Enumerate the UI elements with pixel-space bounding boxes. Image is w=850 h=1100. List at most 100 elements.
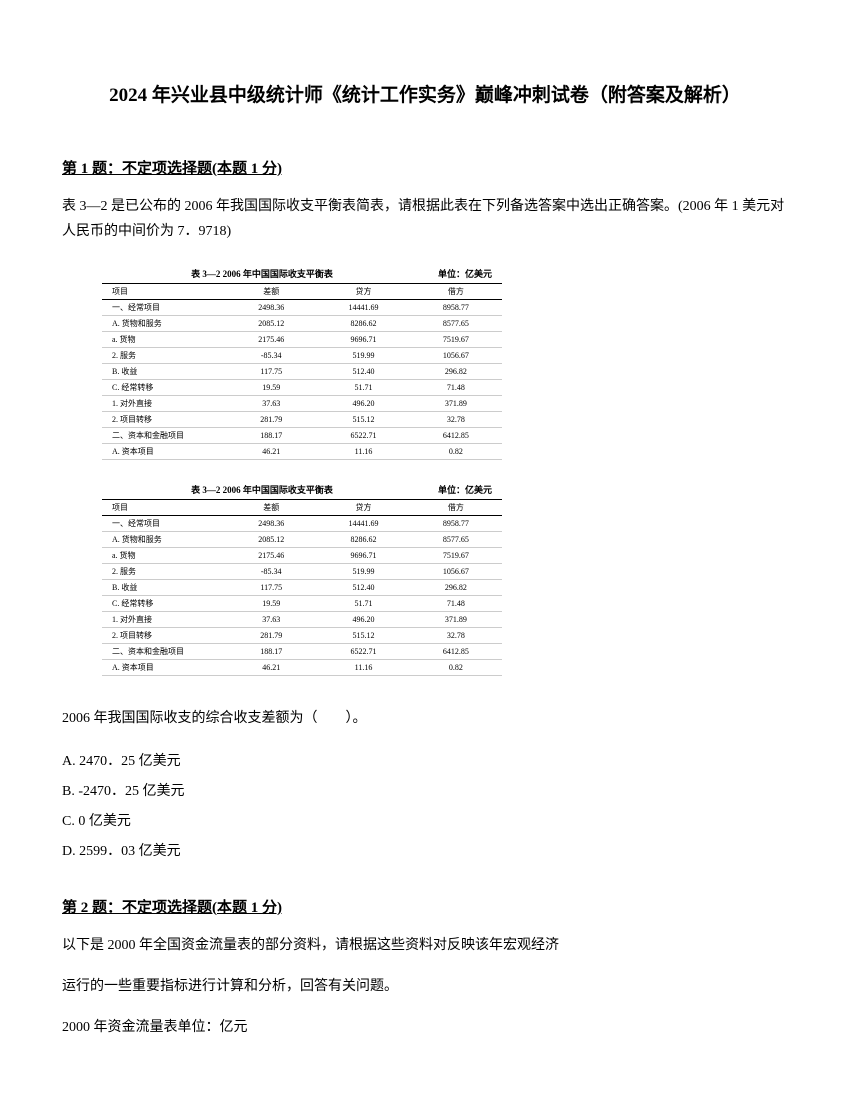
row-value: 496.20 <box>317 612 409 628</box>
row-value: 2498.36 <box>225 300 317 316</box>
row-value: 71.48 <box>410 380 502 396</box>
row-value: 6522.71 <box>317 644 409 660</box>
row-label: 一、经常项目 <box>102 516 225 532</box>
row-value: 19.59 <box>225 380 317 396</box>
row-value: 11.16 <box>317 444 409 460</box>
question-2-section: 第 2 题：不定项选择题(本题 1 分) 以下是 2000 年全国资金流量表的部… <box>62 896 788 1041</box>
table-row: 二、资本和金融项目188.176522.716412.85 <box>102 644 502 660</box>
document-title: 2024 年兴业县中级统计师《统计工作实务》巅峰冲刺试卷（附答案及解析） <box>62 80 788 107</box>
row-label: 1. 对外直接 <box>102 396 225 412</box>
row-value: 188.17 <box>225 644 317 660</box>
row-value: 6412.85 <box>410 644 502 660</box>
table2-col-2: 差额 <box>225 500 317 516</box>
row-value: 2085.12 <box>225 316 317 332</box>
table-row: 一、经常项目2498.3614441.698958.77 <box>102 300 502 316</box>
table-row: A. 资本项目46.2111.160.82 <box>102 660 502 676</box>
row-value: 46.21 <box>225 660 317 676</box>
row-value: 512.40 <box>317 580 409 596</box>
row-label: a. 货物 <box>102 548 225 564</box>
row-value: 296.82 <box>410 364 502 380</box>
row-label: 2. 项目转移 <box>102 628 225 644</box>
row-value: 0.82 <box>410 444 502 460</box>
row-value: 8286.62 <box>317 316 409 332</box>
question-2-header: 第 2 题：不定项选择题(本题 1 分) <box>62 896 788 917</box>
row-value: 8958.77 <box>410 300 502 316</box>
row-value: 7519.67 <box>410 548 502 564</box>
row-value: 188.17 <box>225 428 317 444</box>
row-value: 281.79 <box>225 412 317 428</box>
row-label: a. 货物 <box>102 332 225 348</box>
option-a: A. 2470．25 亿美元 <box>62 748 788 776</box>
table-row: A. 货物和服务2085.128286.628577.65 <box>102 316 502 332</box>
option-b: B. -2470．25 亿美元 <box>62 778 788 806</box>
row-value: 6522.71 <box>317 428 409 444</box>
row-label: A. 货物和服务 <box>102 316 225 332</box>
table-row: 二、资本和金融项目188.176522.716412.85 <box>102 428 502 444</box>
table-row: 1. 对外直接37.63496.20371.89 <box>102 396 502 412</box>
data-table-1: 项目 差额 贷方 借方 一、经常项目2498.3614441.698958.77… <box>102 283 502 460</box>
question-1-options: A. 2470．25 亿美元 B. -2470．25 亿美元 C. 0 亿美元 … <box>62 748 788 866</box>
row-value: 6412.85 <box>410 428 502 444</box>
row-value: 0.82 <box>410 660 502 676</box>
option-d: D. 2599．03 亿美元 <box>62 838 788 866</box>
table-row: 2. 项目转移281.79515.1232.78 <box>102 628 502 644</box>
row-value: 37.63 <box>225 396 317 412</box>
table-2-title: 表 3—2 2006 年中国国际收支平衡表 <box>102 483 422 496</box>
question-1-prompt: 2006 年我国国际收支的综合收支差额为（ ）。 <box>62 706 788 731</box>
row-value: 51.71 <box>317 380 409 396</box>
row-value: 8577.65 <box>410 316 502 332</box>
row-value: 117.75 <box>225 364 317 380</box>
row-value: 8577.65 <box>410 532 502 548</box>
row-value: 1056.67 <box>410 564 502 580</box>
row-value: 32.78 <box>410 628 502 644</box>
row-value: 46.21 <box>225 444 317 460</box>
question-1-section: 第 1 题：不定项选择题(本题 1 分) 表 3—2 是已公布的 2006 年我… <box>62 157 788 866</box>
table-col-3: 贷方 <box>317 284 409 300</box>
row-value: 496.20 <box>317 396 409 412</box>
table-row: 一、经常项目2498.3614441.698958.77 <box>102 516 502 532</box>
row-label: A. 货物和服务 <box>102 532 225 548</box>
table-row: a. 货物2175.469696.717519.67 <box>102 548 502 564</box>
row-value: 281.79 <box>225 628 317 644</box>
table-row: A. 资本项目46.2111.160.82 <box>102 444 502 460</box>
table-1: 表 3—2 2006 年中国国际收支平衡表 单位：亿美元 项目 差额 贷方 借方… <box>102 264 502 460</box>
table-row: 2. 服务-85.34519.991056.67 <box>102 348 502 364</box>
row-value: 2175.46 <box>225 332 317 348</box>
row-value: 371.89 <box>410 396 502 412</box>
table-row: 2. 项目转移281.79515.1232.78 <box>102 412 502 428</box>
row-label: 一、经常项目 <box>102 300 225 316</box>
row-value: 2175.46 <box>225 548 317 564</box>
row-value: 296.82 <box>410 580 502 596</box>
table-row: B. 收益117.75512.40296.82 <box>102 580 502 596</box>
row-label: A. 资本项目 <box>102 660 225 676</box>
row-label: 2. 服务 <box>102 348 225 364</box>
row-value: 2498.36 <box>225 516 317 532</box>
question-1-header: 第 1 题：不定项选择题(本题 1 分) <box>62 157 788 178</box>
row-value: 1056.67 <box>410 348 502 364</box>
row-label: 1. 对外直接 <box>102 612 225 628</box>
row-label: C. 经常转移 <box>102 596 225 612</box>
row-value: 9696.71 <box>317 332 409 348</box>
row-value: 14441.69 <box>317 516 409 532</box>
row-label: A. 资本项目 <box>102 444 225 460</box>
row-value: 9696.71 <box>317 548 409 564</box>
table-row: A. 货物和服务2085.128286.628577.65 <box>102 532 502 548</box>
row-label: 2. 项目转移 <box>102 412 225 428</box>
table-1-unit: 单位：亿美元 <box>422 267 502 280</box>
table-2-unit: 单位：亿美元 <box>422 483 502 496</box>
row-value: 515.12 <box>317 412 409 428</box>
row-value: 515.12 <box>317 628 409 644</box>
row-value: 117.75 <box>225 580 317 596</box>
row-value: 71.48 <box>410 596 502 612</box>
table-row: B. 收益117.75512.40296.82 <box>102 364 502 380</box>
table2-col-3: 贷方 <box>317 500 409 516</box>
row-value: 11.16 <box>317 660 409 676</box>
row-value: 371.89 <box>410 612 502 628</box>
row-value: 512.40 <box>317 364 409 380</box>
table-col-4: 借方 <box>410 284 502 300</box>
question-2-line2: 运行的一些重要指标进行计算和分析，回答有关问题。 <box>62 974 788 999</box>
row-value: 32.78 <box>410 412 502 428</box>
row-value: 37.63 <box>225 612 317 628</box>
row-value: 51.71 <box>317 596 409 612</box>
row-value: 519.99 <box>317 564 409 580</box>
